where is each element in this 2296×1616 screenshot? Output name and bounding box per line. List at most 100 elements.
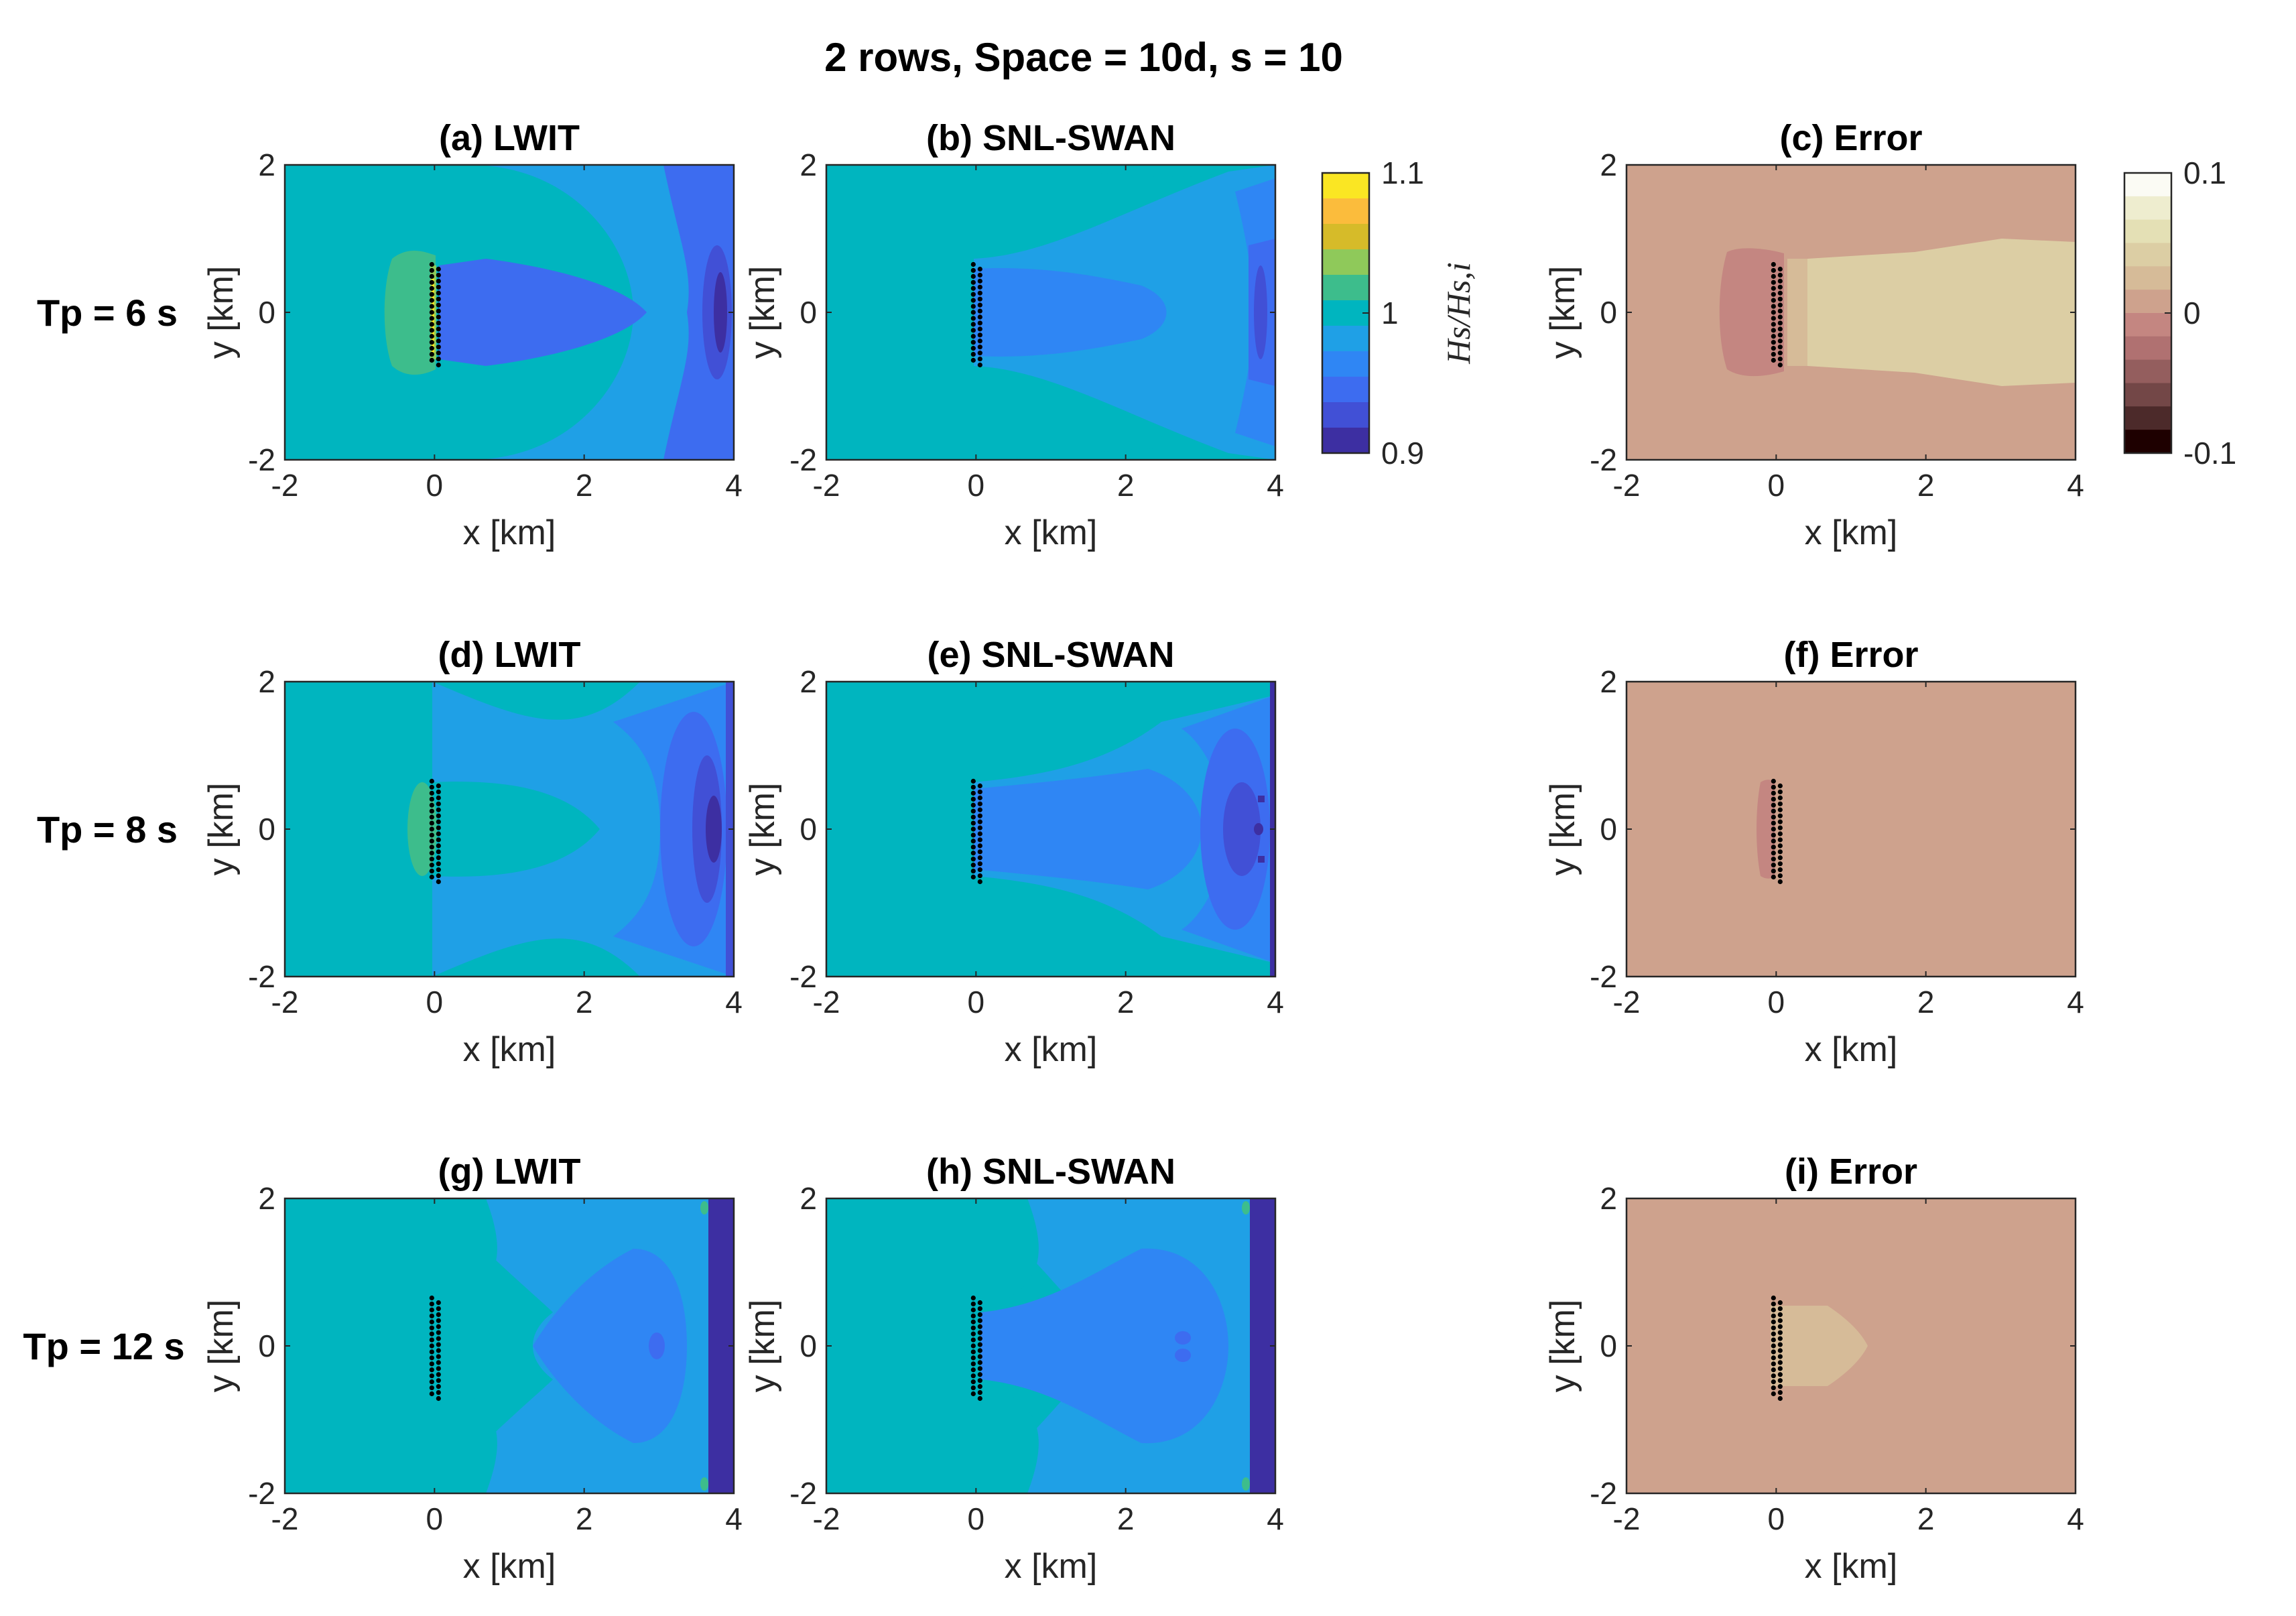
device-marker (436, 819, 441, 824)
row-labels: Tp = 6 s Tp = 8 s Tp = 12 s (23, 292, 184, 1367)
contour-band (1777, 782, 1824, 876)
device-marker (429, 1301, 434, 1307)
device-marker (1771, 340, 1776, 345)
device-marker (1771, 1295, 1776, 1301)
device-marker (1771, 820, 1776, 826)
device-marker (1771, 1379, 1776, 1385)
device-marker (1777, 1348, 1783, 1353)
device-marker (970, 802, 976, 808)
y-axis-label: y [km] (202, 266, 241, 359)
y-axis-label: y [km] (202, 783, 241, 876)
contour-band (1258, 856, 1265, 863)
device-marker (977, 1342, 982, 1347)
device-marker (429, 868, 434, 874)
colorbars: 1.1 1 0.9 Hs/Hs,i 0.1 0 -0.1 ε (1321, 156, 2296, 471)
device-marker (429, 322, 434, 327)
contour-band (700, 1477, 708, 1491)
device-marker (977, 855, 982, 861)
x-tick-label: -2 (1613, 1501, 1641, 1536)
x-axis-label: x [km] (1005, 1030, 1098, 1069)
contour-band (432, 1393, 497, 1493)
colorbar-swatch (1322, 249, 1369, 275)
device-marker (1771, 1325, 1776, 1330)
device-marker (977, 1389, 982, 1395)
x-tick-label: 4 (725, 985, 743, 1019)
panel-a: -2 0 2 4 -2 0 2 (a) LWIT x [km] y [km] (202, 118, 743, 552)
panel-title: (b) SNL-SWAN (926, 118, 1175, 158)
device-array (970, 778, 982, 885)
plot-area (826, 165, 1275, 460)
device-marker (429, 292, 434, 297)
colorbar-swatch (2124, 196, 2171, 221)
colorbar-swatch (2124, 173, 2171, 197)
x-tick-label: 2 (576, 985, 593, 1019)
colorbar-swatch (1322, 377, 1369, 403)
plot-area (826, 1198, 1275, 1493)
y-tick-label: 2 (1600, 1181, 1617, 1216)
x-axis-label: x [km] (463, 1547, 556, 1586)
x-tick-label: 0 (968, 985, 985, 1019)
device-marker (1771, 351, 1776, 357)
x-axis-label: x [km] (1805, 1547, 1898, 1586)
device-marker (970, 1313, 976, 1318)
colorbar-swatch (2124, 290, 2171, 314)
device-array (429, 778, 441, 885)
y-tick-label: -2 (789, 959, 817, 994)
device-marker (436, 302, 441, 308)
y-tick-label: 0 (1600, 295, 1617, 330)
device-marker (970, 796, 976, 802)
contour-band (469, 165, 734, 460)
plot-area (826, 682, 1275, 977)
device-marker (1771, 346, 1776, 351)
device-marker (970, 1391, 976, 1397)
device-marker (977, 831, 982, 836)
device-marker (436, 1324, 441, 1329)
device-marker (1771, 784, 1776, 790)
device-marker (1777, 837, 1783, 843)
device-marker (429, 826, 434, 832)
device-marker (977, 1306, 982, 1312)
device-marker (436, 320, 441, 326)
device-marker (977, 1372, 982, 1377)
device-marker (1771, 838, 1776, 844)
device-marker (1777, 308, 1783, 314)
y-tick-label: 2 (1600, 664, 1617, 699)
device-marker (970, 1349, 976, 1355)
device-marker (977, 326, 982, 332)
y-tick-label: -2 (1590, 959, 1617, 994)
device-marker (1771, 286, 1776, 291)
colorbar-error: 0.1 0 -0.1 ε (2123, 156, 2296, 471)
device-marker (1777, 1330, 1783, 1335)
row-label: Tp = 6 s (37, 292, 178, 334)
device-marker (977, 351, 982, 356)
device-marker (436, 284, 441, 290)
device-marker (1777, 1384, 1783, 1389)
device-marker (1771, 1361, 1776, 1367)
device-marker (970, 346, 976, 351)
device-marker (1777, 290, 1783, 296)
device-marker (1777, 326, 1783, 332)
device-marker (1771, 1331, 1776, 1337)
y-tick-label: 2 (800, 664, 817, 699)
device-marker (1777, 855, 1783, 861)
device-marker (970, 261, 976, 267)
x-tick-label: 2 (1917, 468, 1935, 503)
device-marker (1771, 334, 1776, 339)
device-marker (970, 316, 976, 321)
colorbar-swatch (2124, 313, 2171, 337)
y-axis-label: y [km] (743, 1300, 782, 1393)
y-axis-label: y [km] (1543, 783, 1582, 876)
device-marker (1777, 338, 1783, 344)
plot-area (285, 1198, 734, 1493)
row-label: Tp = 8 s (37, 808, 178, 851)
device-marker (429, 1343, 434, 1349)
x-tick-label: 4 (1267, 985, 1284, 1019)
device-marker (1771, 1307, 1776, 1312)
colorbar-tick-label: 0 (2183, 296, 2201, 330)
device-marker (1771, 845, 1776, 850)
device-marker (970, 1355, 976, 1361)
device-marker (436, 795, 441, 800)
panel-f: -2 0 2 4 -2 0 2 (f) Error x [km] y [km] (1543, 635, 2084, 1069)
contour-band (1242, 1477, 1250, 1491)
